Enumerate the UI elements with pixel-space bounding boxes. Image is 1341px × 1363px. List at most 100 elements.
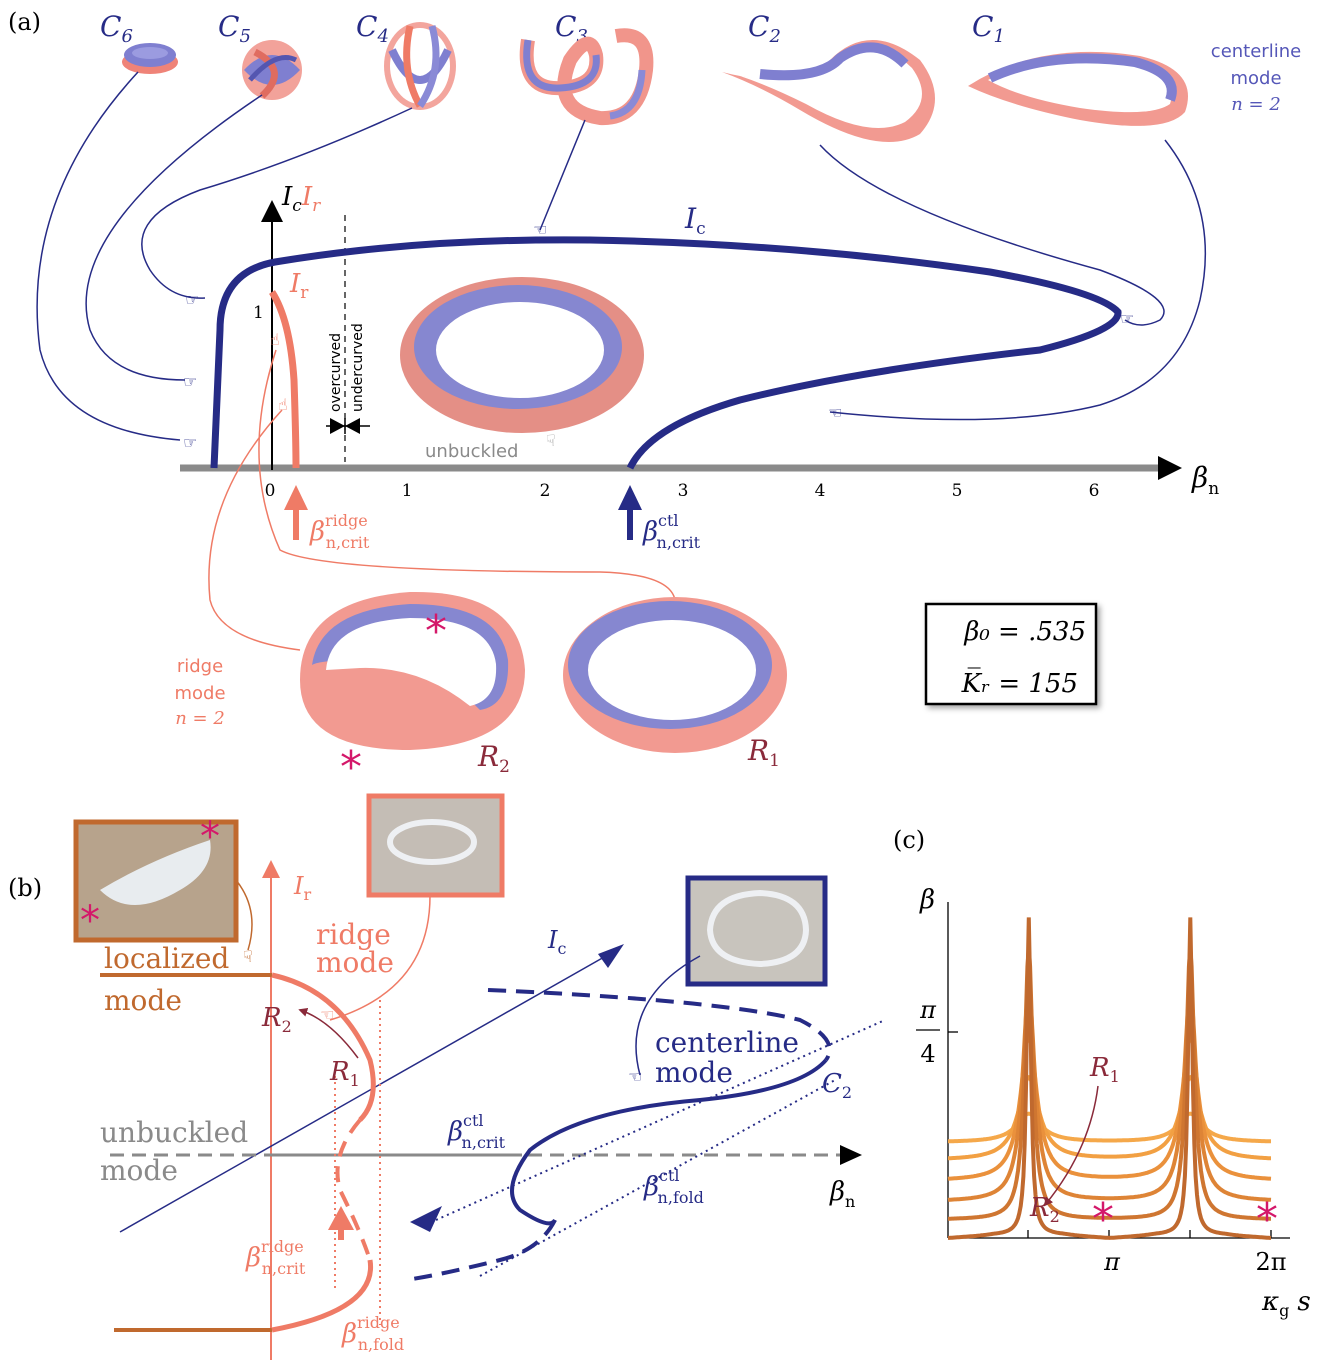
r2-label-a: R2 <box>477 740 510 777</box>
ridge-mode-label-a: ridge mode n = 2 <box>174 656 225 729</box>
r1-r2-arrow-b <box>298 1008 359 1059</box>
pointer-hand-icon: ☜ <box>533 220 547 239</box>
svg-text:mode: mode <box>174 683 225 704</box>
label-c6: C6 <box>100 10 133 47</box>
unbuckled-label-a: unbuckled <box>425 441 518 462</box>
star-c-2pi: * <box>1256 1194 1278 1245</box>
beta-curve-4 <box>947 988 1272 1202</box>
shape-c2 <box>722 40 935 142</box>
ctl-crit-label-a: βctl n,crit <box>642 511 701 552</box>
ctl-crit-line <box>435 1019 886 1221</box>
r1-label-c: R1 <box>1089 1053 1120 1086</box>
undercurved-label: undercurved <box>350 323 366 412</box>
svg-text:n = 2: n = 2 <box>175 708 225 729</box>
svg-text:π: π <box>919 996 937 1024</box>
localized-label: localized mode <box>104 942 229 1017</box>
beta-curve-6 <box>948 917 1271 1240</box>
svg-text:π: π <box>1103 1248 1121 1276</box>
axis-a-xlabel: βn <box>1191 461 1219 499</box>
ic-label-a: Ic <box>684 202 706 239</box>
ring-unbuckled <box>400 277 644 433</box>
pointer-hand-icon: ☝ <box>278 395 288 414</box>
svg-text:5: 5 <box>952 481 963 501</box>
beta-curve-1 <box>948 1111 1271 1144</box>
ctl-crit-label-b: βctl n,crit <box>447 1111 506 1152</box>
pointer-hand-icon: ☞ <box>1120 309 1134 328</box>
param-kr: K̅ᵣ = 155 <box>961 667 1078 699</box>
shape-c6 <box>122 43 178 74</box>
r2-label-c: R2 <box>1029 1193 1060 1226</box>
ridge-curve-dashed <box>335 1118 372 1261</box>
param-box: β₀ = .535 K̅ᵣ = 155 <box>924 602 1098 706</box>
centerline-small-arrow <box>410 1206 442 1232</box>
pointer-hand-icon: ☞ <box>183 433 197 452</box>
photo-centerline-connector <box>635 955 701 1076</box>
star-r2-top: * <box>425 606 447 657</box>
unbuckled-mode-label-b: unbuckled mode <box>100 1116 248 1187</box>
axis-c-xlabel: κg s <box>1261 1287 1311 1320</box>
pointer-hand-icon: ☜ <box>628 1067 642 1086</box>
param-beta0: β₀ = .535 <box>963 617 1086 647</box>
ridge-connectors <box>208 349 676 651</box>
panel-label-a: (a) <box>8 8 41 36</box>
shape-c3 <box>519 28 654 126</box>
svg-text:centerline: centerline <box>655 1026 799 1059</box>
axis-b-bn-label: βn <box>829 1177 855 1211</box>
axis-b-bn-arrow <box>840 1145 862 1165</box>
pointer-hand-icon: ☞ <box>185 290 199 309</box>
label-c5: C5 <box>218 10 251 47</box>
curves-c <box>947 917 1272 1240</box>
svg-text:ridge: ridge <box>316 918 391 951</box>
svg-text:mode: mode <box>316 946 394 979</box>
shape-c1 <box>968 51 1188 126</box>
svg-text:4: 4 <box>815 481 826 501</box>
axis-b-ic <box>119 947 621 1233</box>
overcurved-label: overcurved <box>328 333 344 412</box>
ir-curve-a <box>269 290 300 469</box>
centerline-mode-label-top: centerline mode n = 2 <box>1211 41 1301 115</box>
star-photo-2: * <box>80 898 100 944</box>
pointer-hand-icons: ☞ ☞ ☞ ☜ ☞ ☜ ☜ <box>183 220 1134 1086</box>
centerline-mode-label-b: centerline mode <box>655 1026 799 1089</box>
label-c1: C1 <box>972 10 1005 47</box>
svg-text:1: 1 <box>402 481 413 501</box>
centerline-curve-dashed-top <box>487 988 832 1062</box>
axis-a-ylabel: IcIr <box>281 182 321 216</box>
beta-curve-5 <box>948 948 1271 1221</box>
svg-text:mode: mode <box>1230 68 1281 89</box>
ring-r1 <box>563 597 787 753</box>
top-shape-labels: C6 C5 C4 C3 C2 C1 <box>100 10 1005 47</box>
label-c3: C3 <box>555 10 588 47</box>
axis-a-ytick-1: 1 <box>253 303 264 323</box>
photo-ridge <box>366 793 505 898</box>
axis-c-ytick-label: π 4 <box>916 996 940 1068</box>
svg-text:unbuckled: unbuckled <box>100 1116 248 1149</box>
ridge-crit-arrow-a <box>284 485 308 540</box>
centerline-curve-solid <box>510 1058 828 1226</box>
svg-text:2π: 2π <box>1255 1248 1286 1276</box>
axis-b-ir-arrow <box>262 860 280 878</box>
ridge-curve-lower <box>271 1259 374 1333</box>
pointer-hand-icon: ☟ <box>243 947 253 966</box>
svg-text:3: 3 <box>678 481 689 501</box>
ridge-mode-label-b: ridge mode <box>316 918 394 979</box>
ridge-crit-label-a: βridge n,crit <box>309 511 370 552</box>
shape-connectors <box>36 71 1207 441</box>
pointer-hand-icon: ☜ <box>320 1005 334 1024</box>
axis-b-ic-arrow <box>598 944 624 968</box>
r2-label-b: R2 <box>261 1003 292 1036</box>
label-c4: C4 <box>356 10 389 47</box>
ridge-curve-upper <box>271 972 376 1122</box>
svg-text:centerline: centerline <box>1211 41 1301 62</box>
svg-text:0: 0 <box>265 481 276 501</box>
svg-text:6: 6 <box>1089 481 1100 501</box>
photo-localized <box>73 819 239 943</box>
panel-label-c: (c) <box>893 826 925 854</box>
axis-c-xtick-labels: π 2π <box>1103 1248 1286 1276</box>
photo-localized-connector <box>235 879 253 951</box>
svg-text:n = 2: n = 2 <box>1231 94 1281 115</box>
ic-curve-a <box>210 236 1122 470</box>
shape-c4 <box>384 22 456 110</box>
shape-c5 <box>242 40 302 100</box>
